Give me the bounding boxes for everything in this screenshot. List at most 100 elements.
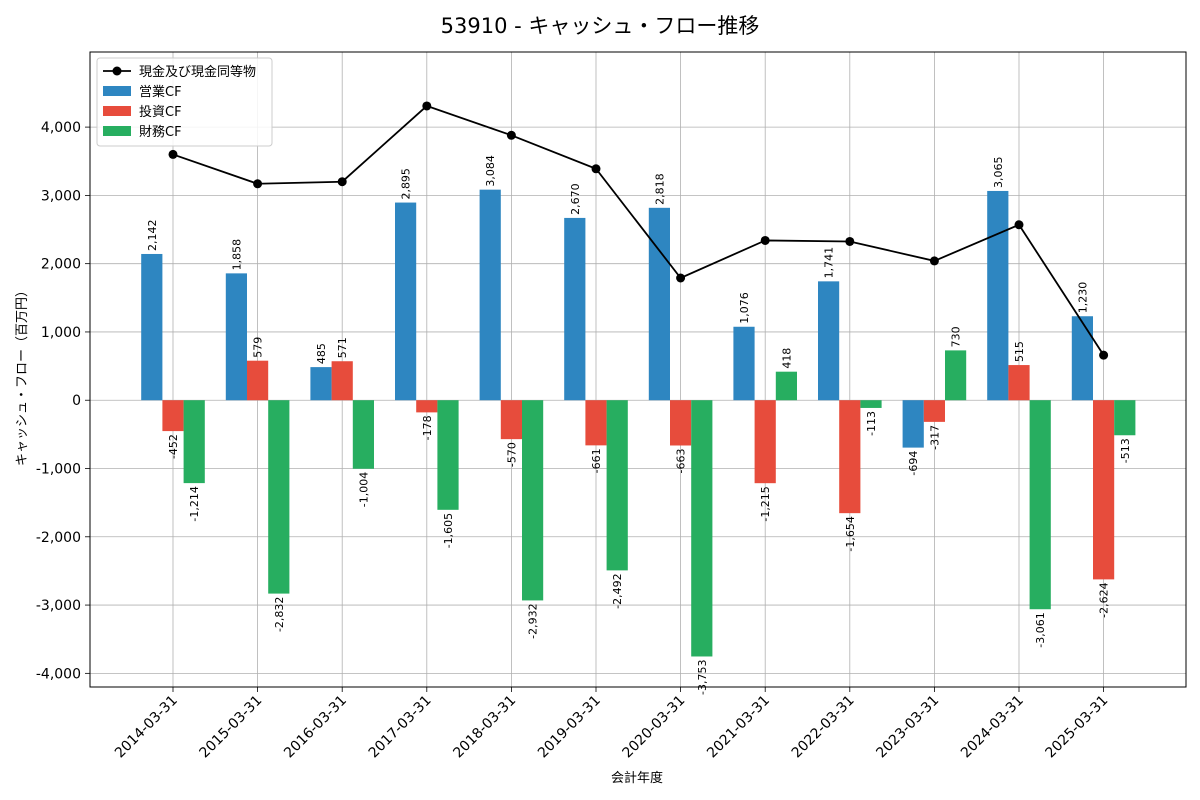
x-axis-label: 会計年度	[611, 770, 663, 786]
bar-value-label: -694	[907, 451, 920, 476]
y-tick-label: 1,000	[41, 325, 81, 341]
cash-line-point	[591, 164, 601, 174]
x-tick-label: 2019-03-31	[535, 693, 604, 762]
plot-frame	[89, 51, 1187, 688]
cash-line-point	[676, 273, 686, 283]
chart-title: 53910 - キャッシュ・フロー推移	[441, 14, 760, 38]
bar-財務CF	[1029, 400, 1051, 610]
legend-swatch	[103, 126, 131, 136]
bar-投資CF	[670, 400, 692, 446]
bar-value-label: 1,076	[738, 292, 751, 324]
bar-value-label: 3,084	[484, 155, 497, 187]
legend-marker-swatch	[112, 66, 122, 76]
bar-営業CF	[902, 400, 924, 448]
y-tick-label: -3,000	[36, 598, 81, 614]
bar-投資CF	[247, 360, 269, 401]
bar-営業CF	[733, 326, 755, 401]
x-tick-label: 2021-03-31	[704, 693, 773, 762]
cash-line-point	[760, 235, 770, 245]
bar-営業CF	[1071, 316, 1093, 401]
bar-投資CF	[754, 400, 776, 484]
bar-value-label: -1,004	[357, 472, 370, 507]
bar-value-label: 579	[252, 337, 265, 358]
data-labels: 2,142 1,858 485 2,895 3,084 2,670 2,818 1,076 1,…	[146, 155, 1132, 695]
bar-value-label: -663	[675, 448, 688, 473]
cash-line-point	[337, 177, 347, 187]
bar-value-label: 418	[780, 348, 793, 369]
x-tick-label: 2020-03-31	[620, 693, 689, 762]
bar-財務CF	[691, 400, 713, 657]
bar-value-label: -570	[505, 442, 518, 467]
x-tick-label: 2022-03-31	[789, 693, 858, 762]
bar-value-label: 3,065	[992, 156, 1005, 188]
bar-value-label: 2,142	[146, 219, 159, 251]
bar-value-label: 2,818	[653, 173, 666, 205]
bar-財務CF	[268, 400, 290, 594]
bar-value-label: -2,932	[527, 603, 540, 638]
bar-value-label: 2,670	[569, 183, 582, 215]
cash-line	[168, 101, 1109, 360]
y-tick-label: -1,000	[36, 462, 81, 478]
bar-value-label: 2,895	[400, 168, 413, 200]
x-tick-label: 2024-03-31	[958, 693, 1027, 762]
x-tick-label: 2023-03-31	[873, 693, 942, 762]
grid-lines	[90, 52, 1186, 687]
bar-投資CF	[162, 400, 184, 432]
bar-value-label: 1,230	[1076, 282, 1089, 314]
bar-投資CF	[331, 361, 353, 401]
bar-value-label: 515	[1013, 341, 1026, 362]
cash-line-point	[1099, 350, 1109, 360]
bar-投資CF	[416, 400, 438, 413]
y-axis-label: キャッシュ・フロー（百万円）	[15, 284, 30, 466]
y-tick-label: 3,000	[41, 188, 81, 204]
legend-swatch	[103, 86, 131, 96]
cash-line-point	[168, 149, 178, 159]
bar-財務CF	[775, 371, 797, 401]
bar-value-label: -3,753	[696, 659, 709, 694]
bar-財務CF	[522, 400, 544, 601]
cash-line-point	[506, 130, 516, 140]
bar-value-label: -113	[865, 411, 878, 436]
bar-営業CF	[479, 189, 501, 401]
bar-財務CF	[860, 400, 882, 408]
cash-line-point	[845, 236, 855, 246]
x-tick-label: 2025-03-31	[1043, 693, 1112, 762]
bar-投資CF	[1093, 400, 1115, 580]
y-tick-label: 4,000	[41, 120, 81, 136]
bar-投資CF	[839, 400, 861, 514]
x-tick-label: 2016-03-31	[281, 693, 350, 762]
bar-財務CF	[183, 400, 205, 484]
legend-label: 財務CF	[139, 125, 182, 140]
bar-投資CF	[923, 400, 945, 422]
bar-value-label: 1,858	[230, 239, 243, 271]
bar-value-label: 571	[336, 337, 349, 358]
bar-value-label: -3,061	[1034, 612, 1047, 647]
bar-財務CF	[606, 400, 628, 571]
bar-value-label: -2,832	[273, 597, 286, 632]
bar-value-label: -452	[167, 434, 180, 459]
x-tick-label: 2014-03-31	[112, 693, 181, 762]
bar-営業CF	[395, 202, 417, 401]
bar-投資CF	[1008, 365, 1030, 401]
bar-財務CF	[1114, 400, 1136, 436]
y-tick-label: 0	[72, 393, 81, 409]
bar-value-label: 730	[950, 326, 963, 347]
cash-line-point	[929, 256, 939, 266]
bar-value-label: -1,214	[188, 486, 201, 521]
bar-投資CF	[585, 400, 607, 446]
x-tick-label: 2017-03-31	[366, 693, 435, 762]
bar-営業CF	[225, 273, 247, 401]
bar-営業CF	[141, 253, 163, 401]
bar-value-label: -1,654	[844, 516, 857, 551]
bar-営業CF	[987, 190, 1009, 401]
y-tick-label: -4,000	[36, 666, 81, 682]
bar-営業CF	[310, 367, 332, 401]
bar-営業CF	[648, 207, 670, 401]
bar-value-label: -513	[1119, 438, 1132, 463]
cash-line-point	[422, 101, 432, 111]
cash-line-path	[172, 104, 1105, 356]
legend-label: 営業CF	[139, 84, 182, 100]
bar-value-label: -178	[421, 415, 434, 440]
